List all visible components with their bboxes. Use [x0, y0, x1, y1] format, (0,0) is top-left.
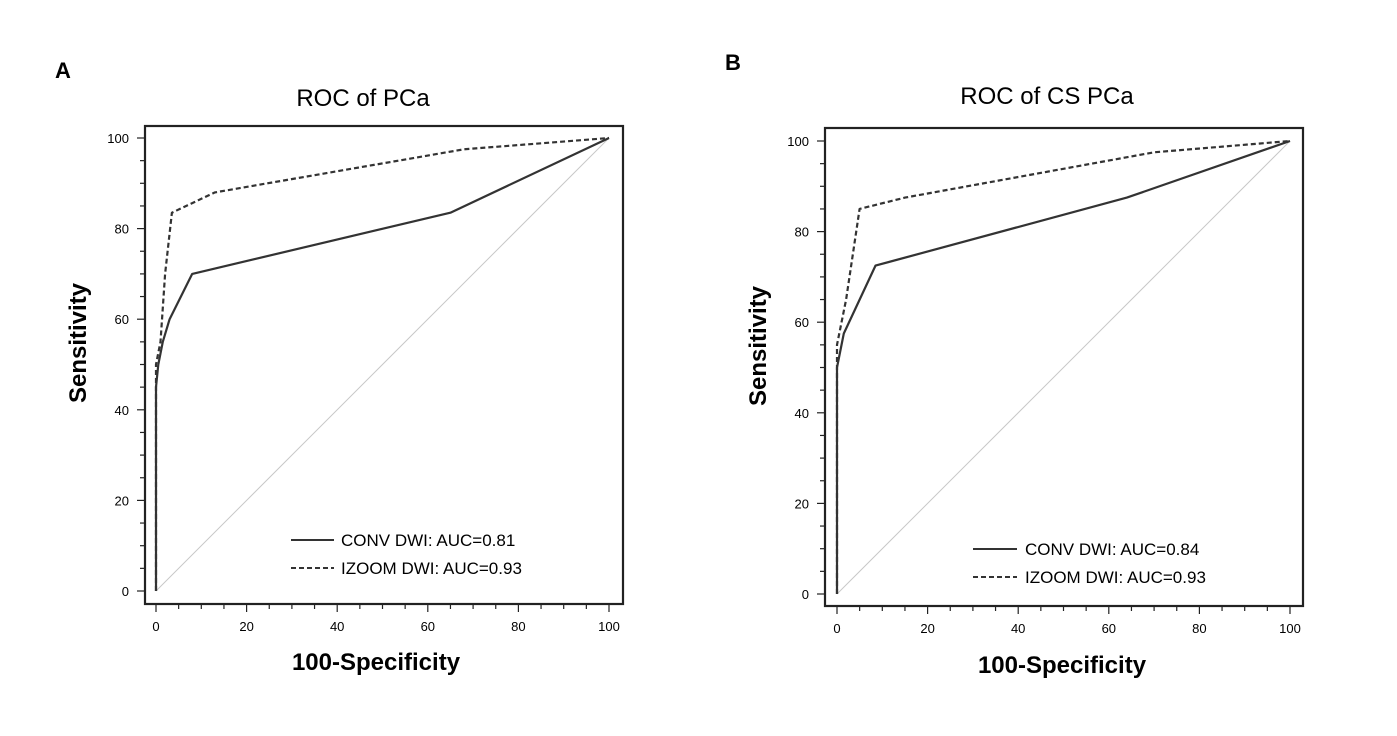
- panel-letter-b: B: [725, 50, 741, 75]
- x-tick-label: 100: [1279, 621, 1301, 636]
- x-axis-title-b: 100-Specificity: [978, 652, 1147, 679]
- x-tick-label: 40: [1011, 621, 1025, 636]
- legend-label: IZOOM DWI: AUC=0.93: [1025, 568, 1206, 587]
- data-marks-b: [835, 139, 1291, 595]
- x-tick-label: 0: [833, 621, 840, 636]
- chart-title-a: ROC of PCa: [296, 85, 430, 112]
- legend-b: CONV DWI: AUC=0.84 IZOOM DWI: AUC=0.93: [973, 540, 1206, 587]
- x-tick-label: 100: [598, 619, 620, 634]
- y-tick-label: 0: [122, 584, 129, 599]
- y-tick-label: 60: [795, 315, 809, 330]
- legend-label: IZOOM DWI: AUC=0.93: [341, 559, 522, 578]
- y-tick-label: 20: [795, 496, 809, 511]
- reference-diagonal: [155, 137, 610, 592]
- x-tick-label: 40: [330, 619, 344, 634]
- x-tick-label: 60: [1102, 621, 1116, 636]
- data-marks-a: [154, 136, 610, 592]
- legend-label: CONV DWI: AUC=0.81: [341, 531, 515, 550]
- izoom-dwi-roc-curve: [835, 139, 1291, 594]
- reference-diagonal: [836, 140, 1291, 595]
- y-tick-label: 80: [795, 225, 809, 240]
- legend-a: CONV DWI: AUC=0.81 IZOOM DWI: AUC=0.93: [291, 531, 522, 578]
- x-axis-title-a: 100-Specificity: [292, 649, 461, 676]
- x-tick-label: 80: [511, 619, 525, 634]
- x-tick-label: 80: [1192, 621, 1206, 636]
- y-tick-label: 80: [115, 222, 129, 237]
- chart-title-b: ROC of CS PCa: [960, 83, 1134, 110]
- axis-ticks-b: 0 20 40 60 80 100 0 20 40 60 80 100: [787, 134, 1301, 636]
- y-tick-label: 20: [115, 493, 129, 508]
- x-tick-label: 0: [152, 619, 159, 634]
- y-axis-title-b: Sensitivity: [745, 285, 772, 406]
- panel-letter-a: A: [55, 58, 71, 83]
- y-tick-label: 0: [802, 587, 809, 602]
- panel-a: A ROC of PCa 100-Specificity Sensitivity…: [55, 58, 625, 676]
- izoom-dwi-roc-curve: [154, 136, 610, 591]
- axis-ticks-a: 0 20 40 60 80 100 0 20 40 60 80 100: [107, 131, 620, 634]
- y-tick-label: 100: [787, 134, 809, 149]
- y-axis-title-a: Sensitivity: [65, 282, 92, 403]
- x-tick-label: 20: [920, 621, 934, 636]
- y-tick-label: 40: [115, 403, 129, 418]
- y-tick-label: 100: [107, 131, 129, 146]
- y-tick-label: 60: [115, 312, 129, 327]
- x-tick-label: 20: [239, 619, 253, 634]
- panel-b: B ROC of CS PCa 100-Specificity Sensitiv…: [725, 50, 1305, 679]
- conv-dwi-roc-curve: [154, 137, 610, 591]
- y-tick-label: 40: [795, 406, 809, 421]
- x-tick-label: 60: [421, 619, 435, 634]
- legend-label: CONV DWI: AUC=0.84: [1025, 540, 1199, 559]
